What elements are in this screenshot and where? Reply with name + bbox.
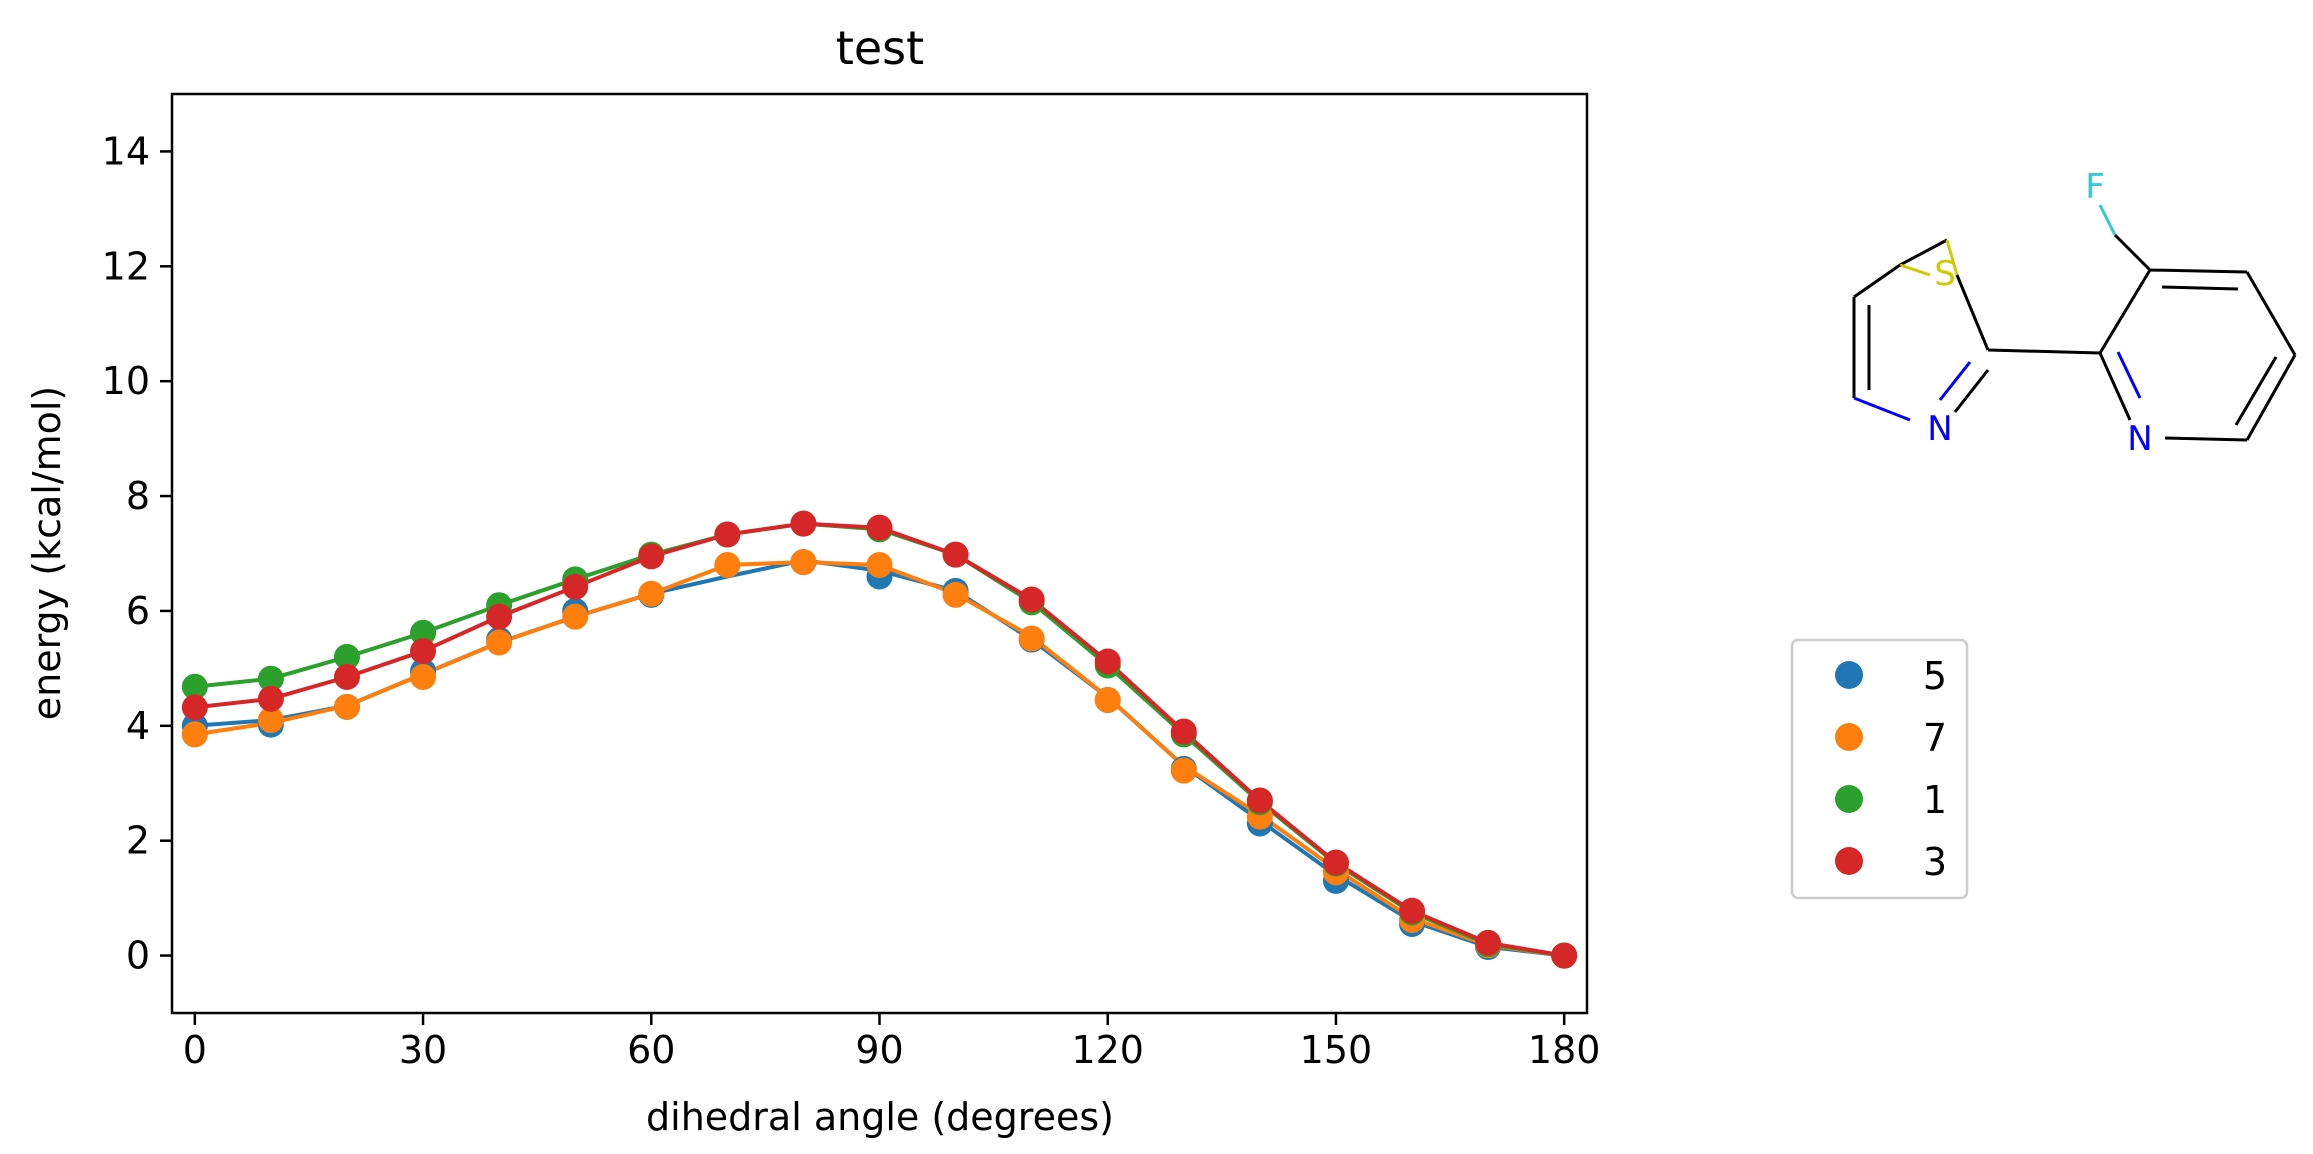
bond-pyr-6-inner <box>2116 351 2142 399</box>
x-tick-label: 90 <box>855 1028 903 1072</box>
bond-pyr-5 <box>2164 436 2248 442</box>
data-point-3 <box>1018 586 1045 613</box>
legend-marker-3 <box>1835 847 1863 875</box>
data-point-3 <box>257 685 284 712</box>
data-point-1 <box>410 619 437 646</box>
data-point-7 <box>333 693 360 720</box>
y-tick-label: 12 <box>102 244 150 288</box>
data-point-1 <box>257 665 284 692</box>
data-point-7 <box>181 721 208 748</box>
bond-n3-c2-inner <box>1938 361 1972 401</box>
data-point-3 <box>562 573 589 600</box>
bond-pyr-2-inner <box>2161 285 2239 291</box>
y-tick-label: 4 <box>126 704 150 748</box>
bond-s1-c2 <box>1899 238 1948 267</box>
data-point-7 <box>1094 686 1121 713</box>
y-tick-label: 2 <box>126 819 150 863</box>
series-line-5 <box>194 558 1565 958</box>
y-axis-label: energy (kcal/mol) <box>25 386 69 721</box>
legend-frame <box>1790 638 1969 900</box>
legend-marker-5 <box>1835 661 1863 689</box>
x-axis-label: dihedral angle (degrees) <box>646 1095 1114 1139</box>
y-tick-label: 6 <box>126 589 150 633</box>
legend-label: 3 <box>1923 840 1947 884</box>
data-point-1 <box>333 643 360 670</box>
data-point-7 <box>866 551 893 578</box>
x-tick-label: 180 <box>1528 1028 1601 1072</box>
atom-f: F <box>2085 167 2105 207</box>
data-point-3 <box>1551 942 1578 969</box>
bond-c-f-colored <box>2098 204 2117 236</box>
chart-title: test <box>836 21 924 75</box>
data-point-7 <box>942 581 969 608</box>
legend-label: 1 <box>1923 778 1947 822</box>
data-point-3 <box>1322 849 1349 876</box>
legend-label: 7 <box>1923 716 1947 760</box>
data-point-7 <box>714 551 741 578</box>
data-point-7 <box>486 629 513 656</box>
data-point-7 <box>562 603 589 630</box>
y-tick-label: 0 <box>126 934 150 978</box>
legend-label: 5 <box>1923 654 1947 698</box>
data-point-1 <box>181 673 208 700</box>
x-tick-label: 120 <box>1071 1028 1144 1072</box>
data-point-3 <box>1170 718 1197 745</box>
data-point-3 <box>410 638 437 665</box>
bond-s1-c2-yellow <box>1899 263 1931 277</box>
data-point-3 <box>1246 787 1273 814</box>
x-tick-label: 30 <box>399 1028 447 1072</box>
bond-c-f <box>2113 233 2152 272</box>
y-tick-label: 10 <box>102 359 150 403</box>
data-point-3 <box>486 603 513 630</box>
series-line-7 <box>194 560 1565 958</box>
legend-marker-1 <box>1835 785 1863 813</box>
x-tick-label: 150 <box>1300 1028 1373 1072</box>
data-point-7 <box>1170 757 1197 784</box>
legend: 5 7 1 3 <box>1790 638 1969 900</box>
y-tick-label: 8 <box>126 474 150 518</box>
atom-n-pyridine: N <box>2127 419 2152 459</box>
y-axis-ticks: 0 2 4 6 8 10 12 14 <box>102 129 172 978</box>
bond-pyr-2 <box>2149 268 2248 274</box>
bond-s1-c5 <box>1945 239 1959 276</box>
data-point-3 <box>1094 648 1121 675</box>
bond-c4-n3 <box>1853 396 1911 422</box>
bond-s1-c5b <box>1853 263 1901 299</box>
data-point-3 <box>714 521 741 548</box>
bond-pyr-1 <box>2098 269 2152 354</box>
data-point-3 <box>333 663 360 690</box>
data-point-7 <box>257 707 284 734</box>
bond-pyr-4-inner <box>2234 356 2278 426</box>
data-point-3 <box>942 541 969 568</box>
bond-n3-c2 <box>1953 369 1990 413</box>
data-point-3 <box>1399 897 1426 924</box>
molecule-structure <box>1852 204 2297 442</box>
bond-c2-c2prime <box>1987 348 2101 355</box>
series-layer <box>181 510 1578 969</box>
bond-pyr-4 <box>2245 354 2297 441</box>
molecule-atom-labels: S N F N <box>1927 167 2152 459</box>
y-tick-label: 14 <box>102 129 150 173</box>
x-tick-label: 0 <box>183 1028 207 1072</box>
data-point-3 <box>1475 929 1502 956</box>
data-point-7 <box>1018 625 1045 652</box>
bond-pyr-6 <box>2098 352 2132 421</box>
atom-s: S <box>1934 254 1956 294</box>
legend-marker-7 <box>1835 723 1863 751</box>
bond-s-c2 <box>1955 274 1990 351</box>
x-tick-label: 60 <box>627 1028 675 1072</box>
bond-pyr-3 <box>2245 271 2297 356</box>
data-point-7 <box>410 663 437 690</box>
x-axis-ticks: 0 30 60 90 120 150 180 <box>183 1013 1601 1072</box>
atom-n-thiazole: N <box>1927 409 1952 449</box>
data-point-3 <box>638 543 665 570</box>
data-point-7 <box>638 580 665 607</box>
data-point-3 <box>790 510 817 537</box>
data-point-7 <box>790 549 817 576</box>
data-point-3 <box>866 514 893 541</box>
data-point-3 <box>181 694 208 721</box>
